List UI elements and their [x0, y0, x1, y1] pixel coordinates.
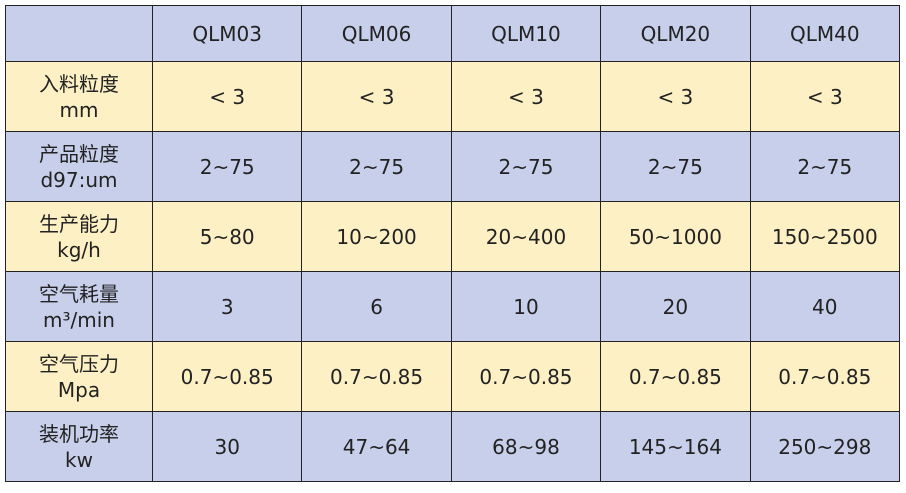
table-cell: < 3: [301, 61, 452, 132]
row-label-line: 生产能力: [39, 211, 119, 236]
row-label-line: 入料粒度: [39, 71, 119, 96]
table-cell: 5~80: [151, 201, 303, 272]
row-label-line: kw: [65, 447, 93, 472]
header-row: QLM03 QLM06 QLM10 QLM20 QLM40: [5, 5, 901, 62]
row-label: 装机功率 kw: [5, 411, 153, 482]
table-row: 入料粒度 mm < 3 < 3 < 3 < 3 < 3: [5, 61, 901, 132]
row-label: 入料粒度 mm: [5, 61, 153, 132]
table-cell: 2~75: [301, 131, 452, 202]
table-cell: 250~298: [749, 411, 901, 482]
table-cell: 20: [600, 271, 751, 342]
row-label-line: mm: [59, 97, 99, 122]
table-cell: 30: [151, 411, 303, 482]
table-cell: 0.7~0.85: [749, 341, 901, 412]
row-label-line: kg/h: [57, 237, 101, 262]
header-cell: QLM10: [450, 5, 602, 62]
row-label: 产品粒度 d97:um: [5, 131, 153, 202]
row-label: 空气耗量 m³/min: [5, 271, 153, 342]
table-cell: 0.7~0.85: [600, 341, 751, 412]
table-cell: 2~75: [749, 131, 901, 202]
table-wrap: QLM03 QLM06 QLM10 QLM20 QLM40 入料粒度 mm < 3 < 3 < 3…: [5, 5, 901, 482]
row-label: 生产能力 kg/h: [5, 201, 153, 272]
header-cell: QLM03: [151, 5, 303, 62]
table-cell: 47~64: [301, 411, 452, 482]
row-label-line: 空气压力: [39, 351, 119, 376]
table-cell: 150~2500: [749, 201, 901, 272]
row-label-line: 空气耗量: [39, 281, 119, 306]
table-cell: 20~400: [450, 201, 602, 272]
header-cell: QLM06: [301, 5, 452, 62]
table-cell: < 3: [151, 61, 303, 132]
table-cell: 2~75: [151, 131, 303, 202]
row-label-line: 产品粒度: [39, 141, 119, 166]
table-cell: 2~75: [450, 131, 602, 202]
row-label-line: 装机功率: [39, 421, 119, 446]
corner-cell: [5, 5, 153, 62]
row-label-line: Mpa: [57, 377, 101, 402]
table-cell: 6: [301, 271, 452, 342]
table-cell: 40: [749, 271, 901, 342]
table-cell: 3: [151, 271, 303, 342]
header-cell: QLM20: [600, 5, 751, 62]
table-cell: < 3: [600, 61, 751, 132]
table-cell: 145~164: [600, 411, 751, 482]
table-row: 空气压力 Mpa 0.7~0.85 0.7~0.85 0.7~0.85 0.7~0.85 0…: [5, 341, 901, 412]
table-row: 装机功率 kw 30 47~64 68~98 145~164 250~298: [5, 411, 901, 482]
row-label-line: m³/min: [43, 307, 115, 332]
table-cell: 2~75: [600, 131, 751, 202]
table-cell: 0.7~0.85: [301, 341, 452, 412]
table-cell: < 3: [749, 61, 901, 132]
table-cell: < 3: [450, 61, 602, 132]
table-cell: 0.7~0.85: [151, 341, 303, 412]
header-cell: QLM40: [749, 5, 901, 62]
row-label: 空气压力 Mpa: [5, 341, 153, 412]
row-label-line: d97:um: [40, 167, 118, 192]
table-row: 空气耗量 m³/min 3 6 10 20 40: [5, 271, 901, 342]
table-cell: 10: [450, 271, 602, 342]
spec-table: QLM03 QLM06 QLM10 QLM20 QLM40 入料粒度 mm < 3 < 3 < 3…: [5, 5, 901, 482]
table-cell: 10~200: [301, 201, 452, 272]
table-row: 产品粒度 d97:um 2~75 2~75 2~75 2~75 2~75: [5, 131, 901, 202]
table-cell: 50~1000: [600, 201, 751, 272]
table-cell: 68~98: [450, 411, 602, 482]
table-body: QLM03 QLM06 QLM10 QLM20 QLM40 入料粒度 mm < 3 < 3 < 3…: [5, 5, 901, 482]
table-cell: 0.7~0.85: [450, 341, 602, 412]
table-row: 生产能力 kg/h 5~80 10~200 20~400 50~1000 150~2500: [5, 201, 901, 272]
